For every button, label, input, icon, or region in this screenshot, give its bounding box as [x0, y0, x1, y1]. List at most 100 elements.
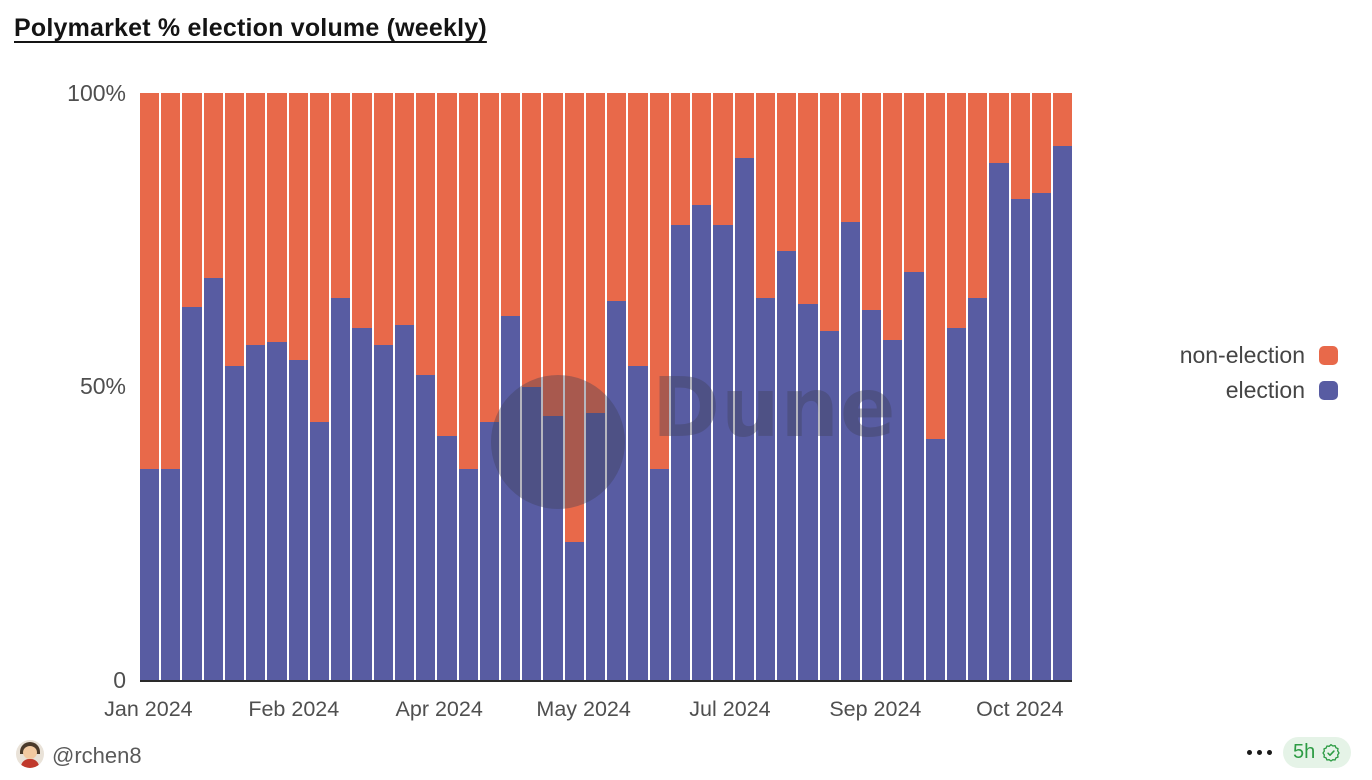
bar-week-21[interactable] [564, 93, 584, 680]
bar-week-12[interactable] [373, 93, 393, 680]
bar-week-28[interactable] [713, 93, 733, 680]
bars-container [140, 93, 1073, 680]
bar-week-19[interactable] [522, 93, 542, 680]
election-segment [819, 330, 839, 680]
bar-week-34[interactable] [840, 93, 860, 680]
non-election-segment [246, 93, 266, 346]
election-segment [798, 304, 818, 680]
bar-week-11[interactable] [352, 93, 372, 680]
election-segment [373, 345, 393, 680]
y-axis-label-50: 50% [79, 373, 126, 399]
bar-week-40[interactable] [968, 93, 988, 680]
bar-week-24[interactable] [628, 93, 648, 680]
non-election-segment [798, 93, 818, 305]
legend-item-non-election[interactable]: non-election [1180, 342, 1338, 369]
non-election-segment [522, 93, 542, 387]
election-segment [692, 204, 712, 680]
non-election-segment [925, 93, 945, 440]
non-election-segment [713, 93, 733, 226]
election-swatch [1319, 381, 1338, 400]
bar-week-8[interactable] [288, 93, 308, 680]
election-segment [925, 439, 945, 680]
non-election-segment [331, 93, 351, 299]
x-axis-label: May 2024 [536, 697, 631, 721]
election-segment [734, 157, 754, 680]
election-segment [564, 542, 584, 680]
bar-week-27[interactable] [692, 93, 712, 680]
avatar[interactable] [16, 740, 44, 768]
freshness-badge[interactable]: 5h [1283, 737, 1352, 768]
election-segment [904, 272, 924, 680]
chart-title[interactable]: Polymarket % election volume (weekly) [14, 14, 487, 42]
bar-week-32[interactable] [798, 93, 818, 680]
bar-week-6[interactable] [246, 93, 266, 680]
non-election-segment [1010, 93, 1030, 199]
election-segment [946, 327, 967, 680]
bar-week-26[interactable] [670, 93, 691, 680]
bar-week-31[interactable] [777, 93, 797, 680]
bar-week-23[interactable] [607, 93, 627, 680]
bar-week-18[interactable] [500, 93, 521, 680]
election-segment [331, 298, 351, 680]
x-axis-labels: Jan 2024 Feb 2024 Apr 2024 May 2024 Jul 2024… [104, 697, 1072, 727]
bar-week-20[interactable] [543, 93, 563, 680]
bar-week-43[interactable] [1031, 93, 1052, 680]
non-election-segment [458, 93, 478, 469]
bar-week-39[interactable] [946, 93, 967, 680]
non-election-segment [288, 93, 308, 361]
author-username[interactable]: @rchen8 [52, 743, 142, 768]
election-segment [182, 307, 202, 680]
non-election-segment [140, 93, 160, 469]
bar-week-22[interactable] [585, 93, 606, 680]
bar-week-35[interactable] [861, 93, 882, 680]
more-options-button[interactable] [1243, 746, 1276, 759]
bar-week-37[interactable] [904, 93, 924, 680]
bar-week-30[interactable] [755, 93, 776, 680]
bar-week-2[interactable] [161, 93, 181, 680]
bar-week-15[interactable] [437, 93, 457, 680]
non-election-segment [224, 93, 245, 366]
non-election-segment [543, 93, 563, 416]
non-election-segment [777, 93, 797, 252]
legend-item-election[interactable]: election [1226, 377, 1338, 404]
x-axis-label: Jan 2024 [104, 697, 193, 721]
non-election-segment [309, 93, 330, 422]
bar-week-14[interactable] [416, 93, 436, 680]
bar-week-9[interactable] [309, 93, 330, 680]
bar-week-10[interactable] [331, 93, 351, 680]
non-election-segment [607, 93, 627, 302]
bar-week-7[interactable] [267, 93, 287, 680]
non-election-segment [968, 93, 988, 299]
election-segment [649, 468, 669, 680]
non-election-segment [437, 93, 457, 437]
bar-week-25[interactable] [649, 93, 669, 680]
non-election-segment [585, 93, 606, 413]
bar-week-13[interactable] [394, 93, 415, 680]
bar-week-16[interactable] [458, 93, 478, 680]
bar-week-1[interactable] [140, 93, 160, 680]
bar-week-29[interactable] [734, 93, 754, 680]
bar-week-17[interactable] [479, 93, 499, 680]
non-election-segment [500, 93, 521, 317]
bar-week-44[interactable] [1053, 93, 1073, 680]
election-segment [267, 342, 287, 680]
election-segment [437, 436, 457, 680]
bar-week-33[interactable] [819, 93, 839, 680]
bar-week-42[interactable] [1010, 93, 1030, 680]
election-segment [352, 327, 372, 680]
non-election-segment [883, 93, 903, 340]
x-axis-label: Oct 2024 [976, 697, 1064, 721]
bar-week-38[interactable] [925, 93, 945, 680]
election-segment [416, 374, 436, 680]
plot-area [140, 93, 1073, 682]
avatar-face [23, 746, 37, 759]
election-segment [479, 421, 499, 680]
bar-week-5[interactable] [224, 93, 245, 680]
bar-week-3[interactable] [182, 93, 202, 680]
election-segment [458, 468, 478, 680]
non-election-segment [734, 93, 754, 158]
bar-week-41[interactable] [989, 93, 1009, 680]
election-segment [1053, 145, 1073, 680]
bar-week-36[interactable] [883, 93, 903, 680]
bar-week-4[interactable] [203, 93, 223, 680]
